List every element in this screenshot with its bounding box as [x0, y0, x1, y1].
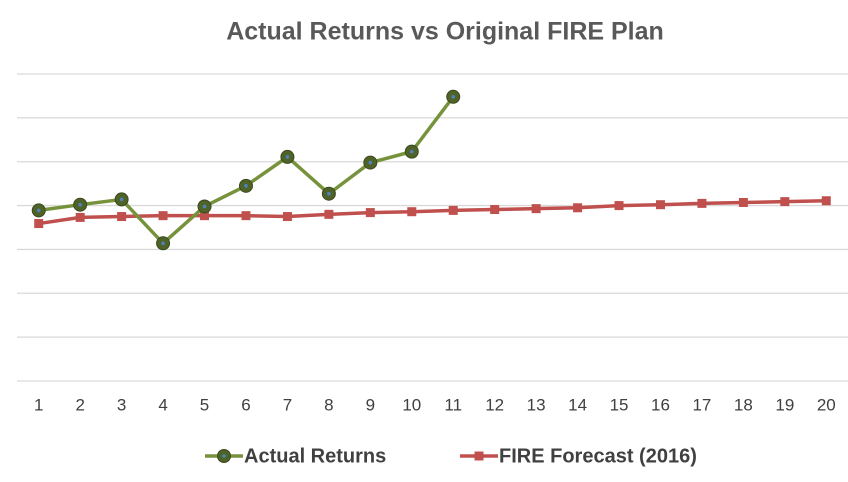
marker-dot — [202, 204, 207, 209]
data-point — [197, 199, 212, 214]
marker-dot — [409, 149, 414, 154]
x-tick-label: 3 — [117, 395, 126, 414]
data-point — [448, 205, 458, 215]
data-point — [614, 201, 624, 211]
x-tick-label: 20 — [817, 395, 836, 414]
data-point — [738, 198, 748, 208]
marker-dot — [285, 155, 290, 159]
data-point — [117, 212, 127, 222]
marker-dot — [327, 191, 331, 196]
x-tick-label: 16 — [651, 395, 670, 414]
data-point — [697, 198, 707, 208]
marker-dot — [222, 454, 226, 458]
x-tick-label: 1 — [34, 395, 43, 414]
marker-dot — [368, 160, 373, 165]
data-point — [34, 219, 44, 229]
marker-dot — [36, 208, 41, 213]
x-tick-label: 14 — [568, 395, 587, 414]
data-point — [407, 207, 417, 217]
data-point — [655, 200, 665, 210]
x-tick-label: 11 — [444, 395, 462, 414]
legend-item: Actual Returns — [205, 445, 386, 467]
series-line — [38, 95, 455, 246]
legend-marker — [474, 451, 484, 461]
data-point — [73, 197, 88, 212]
series-line — [38, 198, 827, 226]
data-point — [404, 144, 419, 159]
marker-dot — [161, 241, 165, 246]
x-tick-label: 15 — [610, 395, 629, 414]
x-tick-label: 4 — [158, 395, 167, 414]
legend-label: Actual Returns — [244, 445, 386, 467]
marker-dot — [244, 184, 248, 188]
data-point — [324, 209, 334, 219]
marker-dot — [451, 95, 456, 99]
marker-dot — [78, 202, 82, 207]
x-tick-label: 10 — [402, 395, 421, 414]
data-point — [490, 205, 500, 215]
data-point — [238, 178, 253, 193]
x-tick-label: 7 — [283, 395, 292, 414]
legend-marker — [217, 449, 231, 463]
legend-label: FIRE Forecast (2016) — [499, 445, 697, 467]
marker-dot — [119, 197, 124, 202]
data-point — [321, 186, 336, 201]
data-point — [200, 211, 210, 221]
x-tick-label: 19 — [775, 395, 794, 414]
data-point — [780, 197, 790, 207]
chart-title: Actual Returns vs Original FIRE Plan — [226, 18, 664, 46]
data-point — [31, 203, 46, 218]
data-point — [114, 192, 129, 207]
x-tick-label: 18 — [734, 395, 753, 414]
data-point — [446, 89, 461, 104]
data-point — [531, 204, 541, 214]
x-tick-label: 17 — [692, 395, 711, 414]
data-point — [156, 236, 171, 251]
data-point — [75, 212, 85, 222]
data-point — [573, 203, 583, 213]
data-point — [280, 149, 295, 164]
x-tick-label: 2 — [75, 395, 84, 414]
data-point — [241, 211, 251, 221]
data-point — [363, 155, 378, 170]
x-tick-label: 5 — [200, 395, 209, 414]
x-tick-label: 8 — [324, 395, 333, 414]
x-tick-label: 12 — [485, 395, 504, 414]
data-point — [158, 211, 168, 221]
x-tick-label: 6 — [241, 395, 250, 414]
x-tick-label: 9 — [366, 395, 375, 414]
legend-item: FIRE Forecast (2016) — [460, 445, 697, 467]
data-point — [365, 208, 375, 218]
x-tick-label: 13 — [527, 395, 546, 414]
data-point — [282, 212, 292, 222]
data-point — [821, 196, 831, 206]
